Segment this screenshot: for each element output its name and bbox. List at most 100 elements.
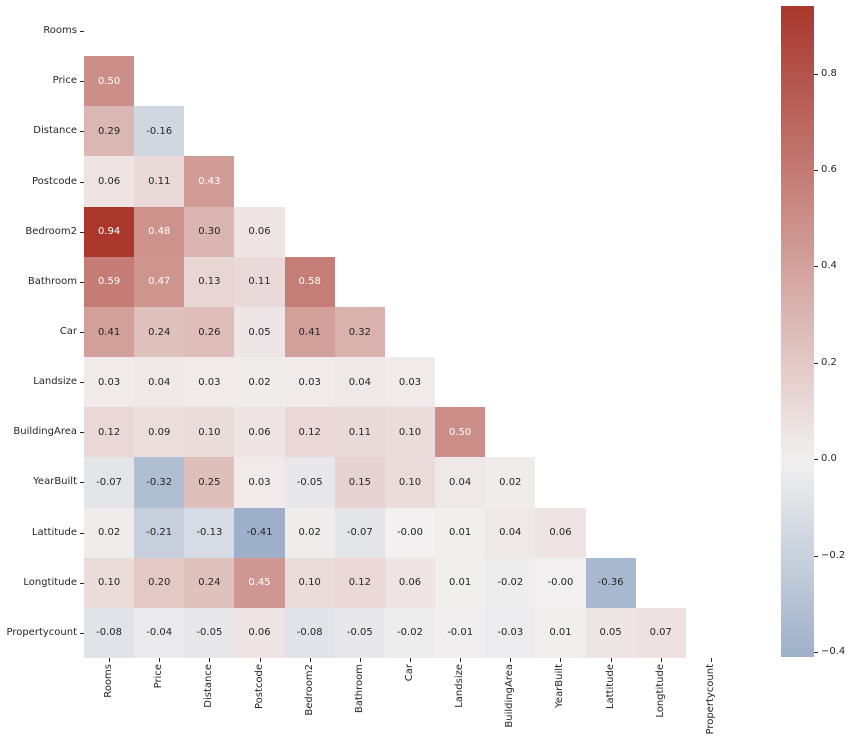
heatmap-cell: 0.04 (134, 357, 185, 408)
heatmap-cell: 0.11 (134, 156, 185, 207)
heatmap-cell: 0.01 (435, 507, 486, 558)
heatmap-cell: 0.10 (184, 407, 235, 458)
heatmap-cell: 0.13 (184, 256, 235, 307)
y-tick-mark (80, 181, 84, 183)
heatmap-cell: 0.01 (435, 557, 486, 608)
x-tick-mark (560, 658, 562, 662)
x-tick-label: Postcode (253, 664, 265, 710)
heatmap-cell: 0.12 (84, 407, 135, 458)
y-tick-label: BuildingArea (13, 426, 77, 438)
heatmap-cell: 0.04 (435, 457, 486, 508)
heatmap-cell: -0.01 (435, 607, 486, 658)
x-tick-mark (359, 658, 361, 662)
x-tick-label: Bedroom2 (303, 664, 315, 716)
heatmap-cell: 0.11 (234, 256, 285, 307)
heatmap-cell: 0.12 (284, 407, 335, 458)
x-tick-mark (109, 658, 111, 662)
heatmap-cell: 0.26 (184, 306, 235, 358)
x-tick-mark (410, 658, 411, 662)
heatmap-cell: 0.32 (334, 306, 385, 358)
y-tick-mark (80, 131, 84, 133)
y-tick-label: Distance (33, 125, 77, 137)
x-tick-label: BuildingArea (504, 664, 516, 728)
y-tick-mark (80, 231, 84, 233)
heatmap-cell: 0.59 (84, 256, 135, 307)
colorbar-tick-mark (814, 169, 818, 171)
y-tick-label: Landsize (33, 376, 77, 388)
heatmap-cell: 0.07 (635, 607, 686, 658)
heatmap-cell: -0.02 (485, 557, 536, 608)
x-tick-mark (710, 658, 712, 662)
heatmap-cell: -0.05 (334, 607, 385, 658)
heatmap-cell: 0.03 (384, 357, 436, 408)
heatmap-cell: 0.05 (585, 607, 636, 658)
heatmap-cell: 0.24 (184, 557, 235, 608)
y-tick-mark (80, 31, 84, 33)
heatmap-cell: -0.00 (535, 557, 586, 608)
heatmap-cell: -0.07 (84, 457, 135, 508)
x-tick-label: YearBuilt (554, 664, 566, 708)
heatmap-cell: 0.06 (234, 206, 285, 257)
heatmap-cell: 0.20 (134, 557, 185, 608)
x-tick-mark (209, 658, 211, 662)
heatmap-cell: 0.01 (535, 607, 586, 658)
heatmap-cell: -0.08 (84, 607, 135, 658)
y-tick-mark (80, 81, 84, 83)
x-tick-label: Car (404, 664, 415, 682)
heatmap-cell: 0.24 (134, 306, 185, 358)
heatmap-cell: 0.06 (234, 407, 285, 458)
x-tick-label: Lattitude (604, 664, 616, 710)
heatmap-cell: 0.10 (384, 407, 436, 458)
heatmap-cell: -0.08 (284, 607, 335, 658)
heatmap-cell: 0.02 (284, 507, 335, 558)
heatmap-cell: -0.16 (134, 106, 185, 157)
colorbar-tick-label: 0.8 (821, 67, 837, 79)
x-tick-mark (510, 658, 512, 662)
heatmap-cell: 0.09 (134, 407, 185, 458)
x-tick-mark (660, 658, 662, 662)
y-tick-label: Lattitude (31, 526, 77, 538)
y-tick-mark (80, 281, 84, 283)
colorbar-tick-label: −0.4 (821, 646, 846, 658)
heatmap-cell: 0.02 (485, 457, 536, 508)
x-tick-label: Rooms (103, 664, 115, 698)
colorbar-tick-mark (814, 266, 818, 268)
heatmap-cell: 0.29 (84, 106, 135, 157)
y-tick-label: Price (52, 75, 77, 87)
y-tick-mark (80, 582, 84, 584)
y-tick-label: Rooms (43, 25, 77, 37)
colorbar-tick-mark (814, 73, 818, 75)
y-tick-mark (80, 382, 84, 384)
heatmap-cell: 0.02 (234, 357, 285, 408)
x-tick-label: Propertycount (704, 664, 716, 735)
colorbar-tick-label: 0.0 (821, 453, 837, 465)
heatmap-cell: 0.02 (84, 507, 135, 558)
heatmap-cell: -0.05 (284, 457, 335, 508)
heatmap-cell: 0.10 (84, 557, 135, 608)
x-tick-mark (460, 658, 462, 662)
colorbar-tick-mark (814, 652, 818, 654)
heatmap-cell: -0.41 (234, 507, 285, 558)
y-tick-label: YearBuilt (33, 476, 77, 488)
y-tick-label: Longtitude (23, 576, 77, 588)
x-tick-label: Distance (203, 664, 215, 708)
y-tick-mark (80, 482, 84, 484)
x-tick-label: Landsize (454, 664, 466, 708)
heatmap-cell: -0.04 (134, 607, 185, 658)
heatmap-cell: 0.25 (184, 457, 235, 508)
heatmap-cell: 0.11 (334, 407, 385, 458)
heatmap-cell: 0.10 (384, 457, 436, 508)
heatmap-cell: 0.06 (384, 557, 436, 608)
y-tick-label: Propertycount (6, 626, 77, 638)
x-tick-label: Longtitude (654, 664, 666, 718)
heatmap-cell: -0.05 (184, 607, 235, 658)
colorbar-tick-label: 0.4 (821, 260, 837, 272)
heatmap-cell: 0.04 (334, 357, 385, 408)
heatmap-cell: 0.06 (234, 607, 285, 658)
heatmap-cell: 0.06 (84, 156, 135, 207)
heatmap-cell: 0.06 (535, 507, 586, 558)
heatmap-cell: 0.50 (435, 407, 486, 458)
heatmap-cell: 0.04 (485, 507, 536, 558)
heatmap-cell: 0.05 (234, 306, 285, 358)
heatmap-cell: 0.03 (84, 357, 135, 408)
